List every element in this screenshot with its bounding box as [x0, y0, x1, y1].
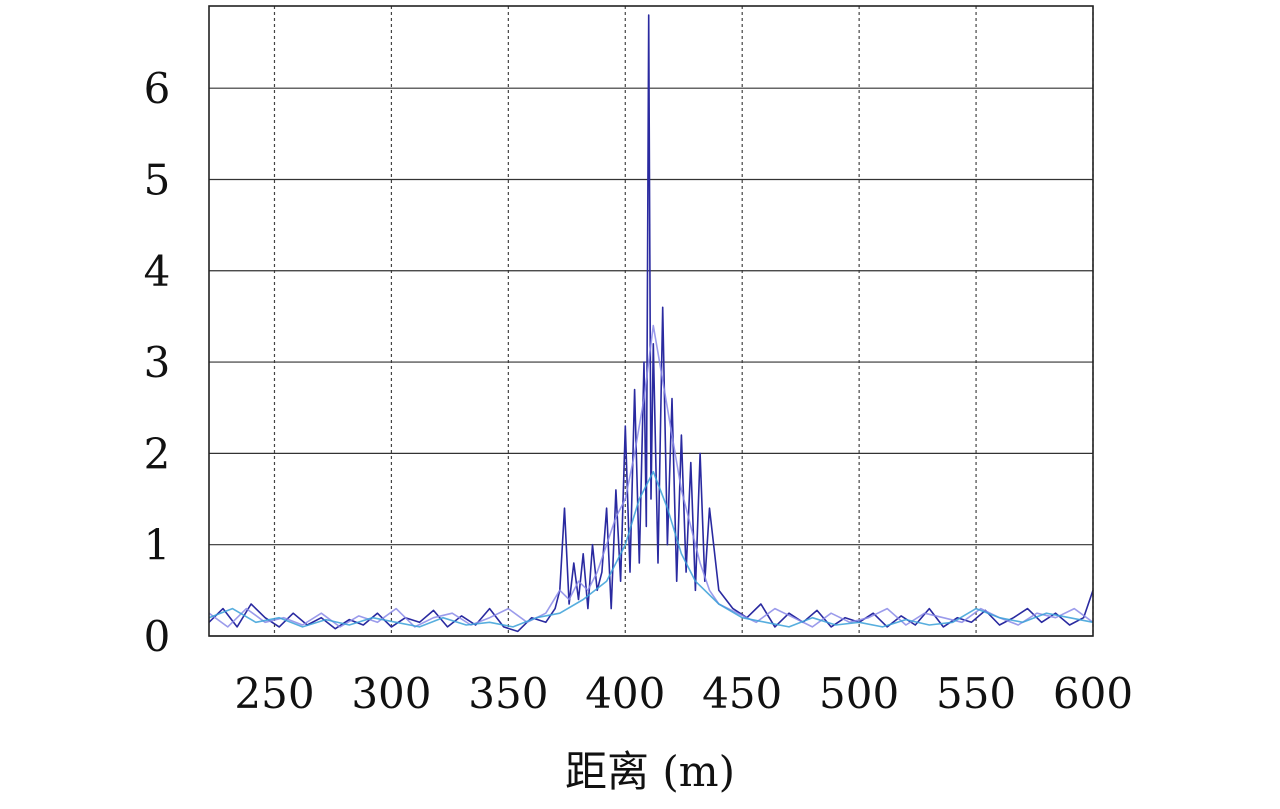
x-tick-label: 250	[234, 669, 314, 718]
y-tick-label: 4	[144, 247, 171, 296]
x-tick-label: 450	[702, 669, 782, 718]
series-layer	[208, 14, 1094, 633]
x-tick-label: 400	[585, 669, 665, 718]
y-tick-label: 5	[144, 155, 171, 204]
series-line-3	[208, 470, 1094, 628]
y-tick-label: 2	[144, 429, 171, 478]
plot-frame	[208, 5, 1094, 637]
y-tick-label: 0	[144, 612, 171, 661]
tick-labels: 250 300 350 400 450 500 550 600 0 1 2 3 4 5 6	[144, 64, 1133, 718]
x-axis-label: 距离 (m)	[565, 747, 735, 796]
x-tick-label: 500	[819, 669, 899, 718]
y-tick-label: 6	[144, 64, 171, 113]
y-tick-label: 3	[144, 338, 171, 387]
x-tick-label: 550	[936, 669, 1016, 718]
x-tick-label: 300	[351, 669, 431, 718]
x-tick-label: 350	[468, 669, 548, 718]
x-tick-label: 600	[1053, 669, 1133, 718]
series-line-2	[208, 324, 1094, 628]
y-tick-label: 1	[144, 521, 171, 570]
